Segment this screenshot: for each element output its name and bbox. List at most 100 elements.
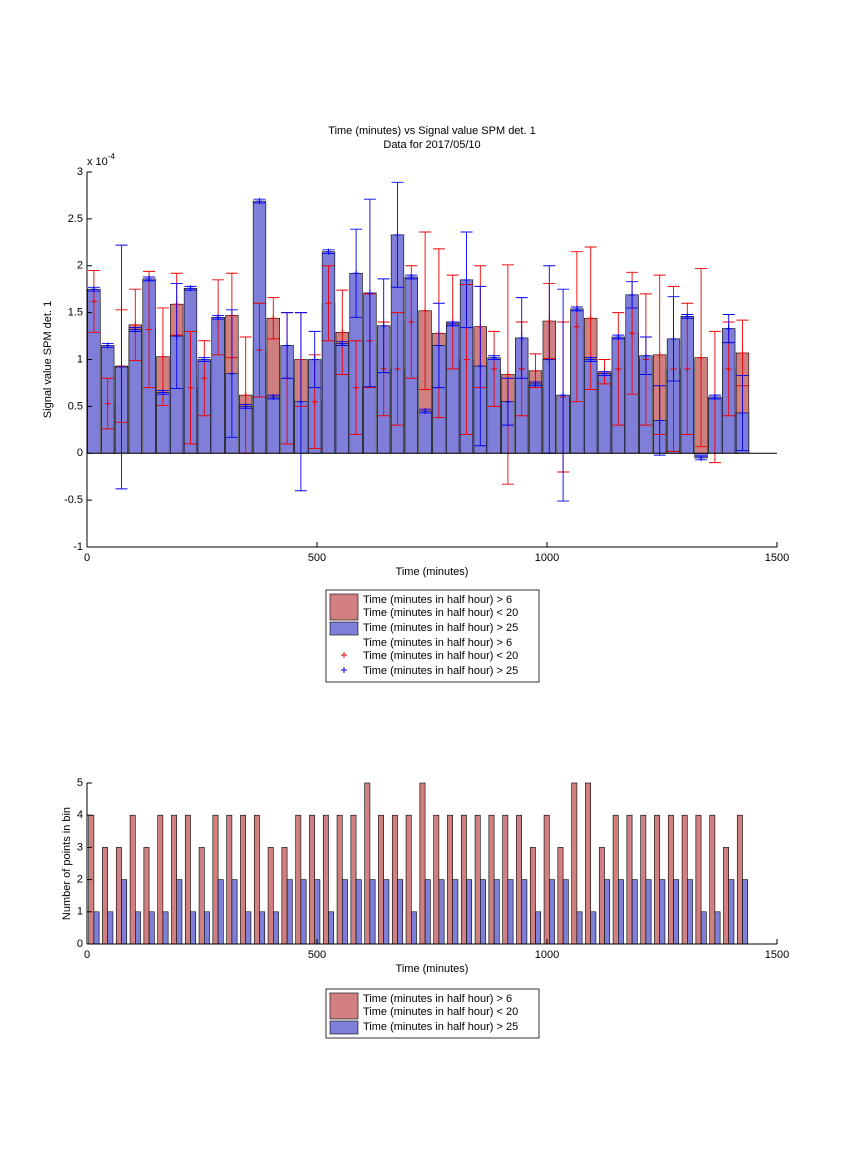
bar	[184, 814, 191, 945]
bar	[736, 814, 743, 945]
point-marker	[684, 313, 691, 320]
point-marker	[560, 392, 567, 399]
point-marker	[422, 408, 429, 415]
bar	[667, 814, 674, 945]
bar	[350, 814, 357, 945]
bar	[226, 814, 233, 945]
point-marker	[104, 342, 111, 349]
point-marker	[215, 314, 222, 321]
point-marker	[587, 315, 594, 322]
bar	[121, 879, 128, 945]
point-marker	[339, 329, 346, 336]
point-marker	[629, 330, 636, 337]
bar	[272, 911, 279, 945]
point-marker	[201, 375, 208, 382]
bar	[364, 782, 371, 945]
bar	[391, 814, 398, 945]
y-tick-label: 0.5	[68, 400, 83, 412]
point-marker	[463, 356, 470, 363]
point-marker	[422, 307, 429, 314]
point-marker	[242, 392, 249, 399]
legend-label: Time (minutes in half hour) > 6	[363, 637, 512, 649]
legend-label: Time (minutes in half hour) > 6	[363, 993, 512, 1005]
bar	[528, 383, 543, 454]
bar	[466, 879, 473, 945]
bar	[204, 911, 210, 945]
point-marker	[504, 398, 511, 405]
bar	[281, 847, 288, 945]
bar	[576, 911, 583, 945]
point-marker	[491, 354, 498, 361]
point-marker	[642, 352, 649, 359]
point-marker	[518, 334, 525, 341]
point-marker	[366, 289, 373, 296]
x-axis-label: Time (minutes)	[396, 963, 469, 975]
bar	[548, 879, 555, 945]
point-marker	[739, 349, 746, 356]
point-marker	[739, 409, 746, 416]
bar	[405, 814, 412, 945]
point-marker	[463, 276, 470, 283]
bar	[686, 879, 693, 945]
bar	[190, 911, 197, 945]
bar	[217, 879, 224, 945]
y-axis-label: Signal value SPM det. 1	[42, 301, 54, 418]
point-marker	[573, 305, 580, 312]
bar	[171, 814, 177, 945]
point-marker	[684, 365, 691, 372]
bar	[418, 410, 432, 454]
bar	[673, 879, 680, 945]
point-marker	[311, 356, 318, 363]
point-marker	[325, 248, 332, 255]
bar	[410, 911, 417, 945]
bar	[295, 814, 302, 945]
bar	[438, 879, 445, 945]
bar	[640, 814, 647, 945]
bar	[585, 782, 591, 945]
bar	[529, 847, 536, 945]
point-marker	[670, 335, 677, 342]
bar	[562, 879, 569, 945]
point-marker	[132, 326, 139, 333]
point-marker	[187, 384, 194, 391]
point-marker	[725, 325, 732, 332]
point-marker	[546, 356, 553, 363]
legend-label: Time (minutes in half hour) < 20	[363, 650, 518, 662]
point-marker	[435, 342, 442, 349]
y-tick-label: 1	[77, 353, 83, 365]
bar	[604, 879, 611, 945]
point-marker	[270, 315, 277, 322]
bar	[714, 911, 721, 945]
bar	[143, 847, 150, 945]
point-marker	[90, 286, 97, 293]
bar	[328, 911, 335, 945]
y-tick-label: 4	[77, 809, 83, 821]
x-axis-label: Time (minutes)	[396, 566, 469, 578]
bar	[488, 814, 495, 945]
bar	[157, 814, 164, 945]
legend-label: Time (minutes in half hour) > 25	[363, 1021, 518, 1033]
point-marker	[256, 198, 263, 205]
bar	[383, 879, 390, 945]
bar	[355, 879, 362, 945]
bar	[598, 847, 605, 945]
y-tick-label: 2.5	[68, 213, 83, 225]
bar	[447, 814, 453, 945]
point-marker	[394, 365, 401, 372]
point-marker	[159, 353, 166, 360]
legend-swatch	[329, 593, 359, 621]
legend: Time (minutes in half hour) > 6 Time (min…	[325, 988, 540, 1039]
bar	[286, 879, 293, 945]
legend-marker	[341, 652, 347, 658]
point-marker	[725, 365, 732, 372]
bar	[493, 879, 500, 945]
bar	[322, 814, 329, 945]
point-marker	[601, 370, 608, 377]
y-tick-label: -1	[73, 541, 83, 553]
bar	[474, 814, 481, 945]
point-marker	[353, 384, 360, 391]
bar	[700, 911, 707, 945]
bar	[397, 879, 404, 945]
